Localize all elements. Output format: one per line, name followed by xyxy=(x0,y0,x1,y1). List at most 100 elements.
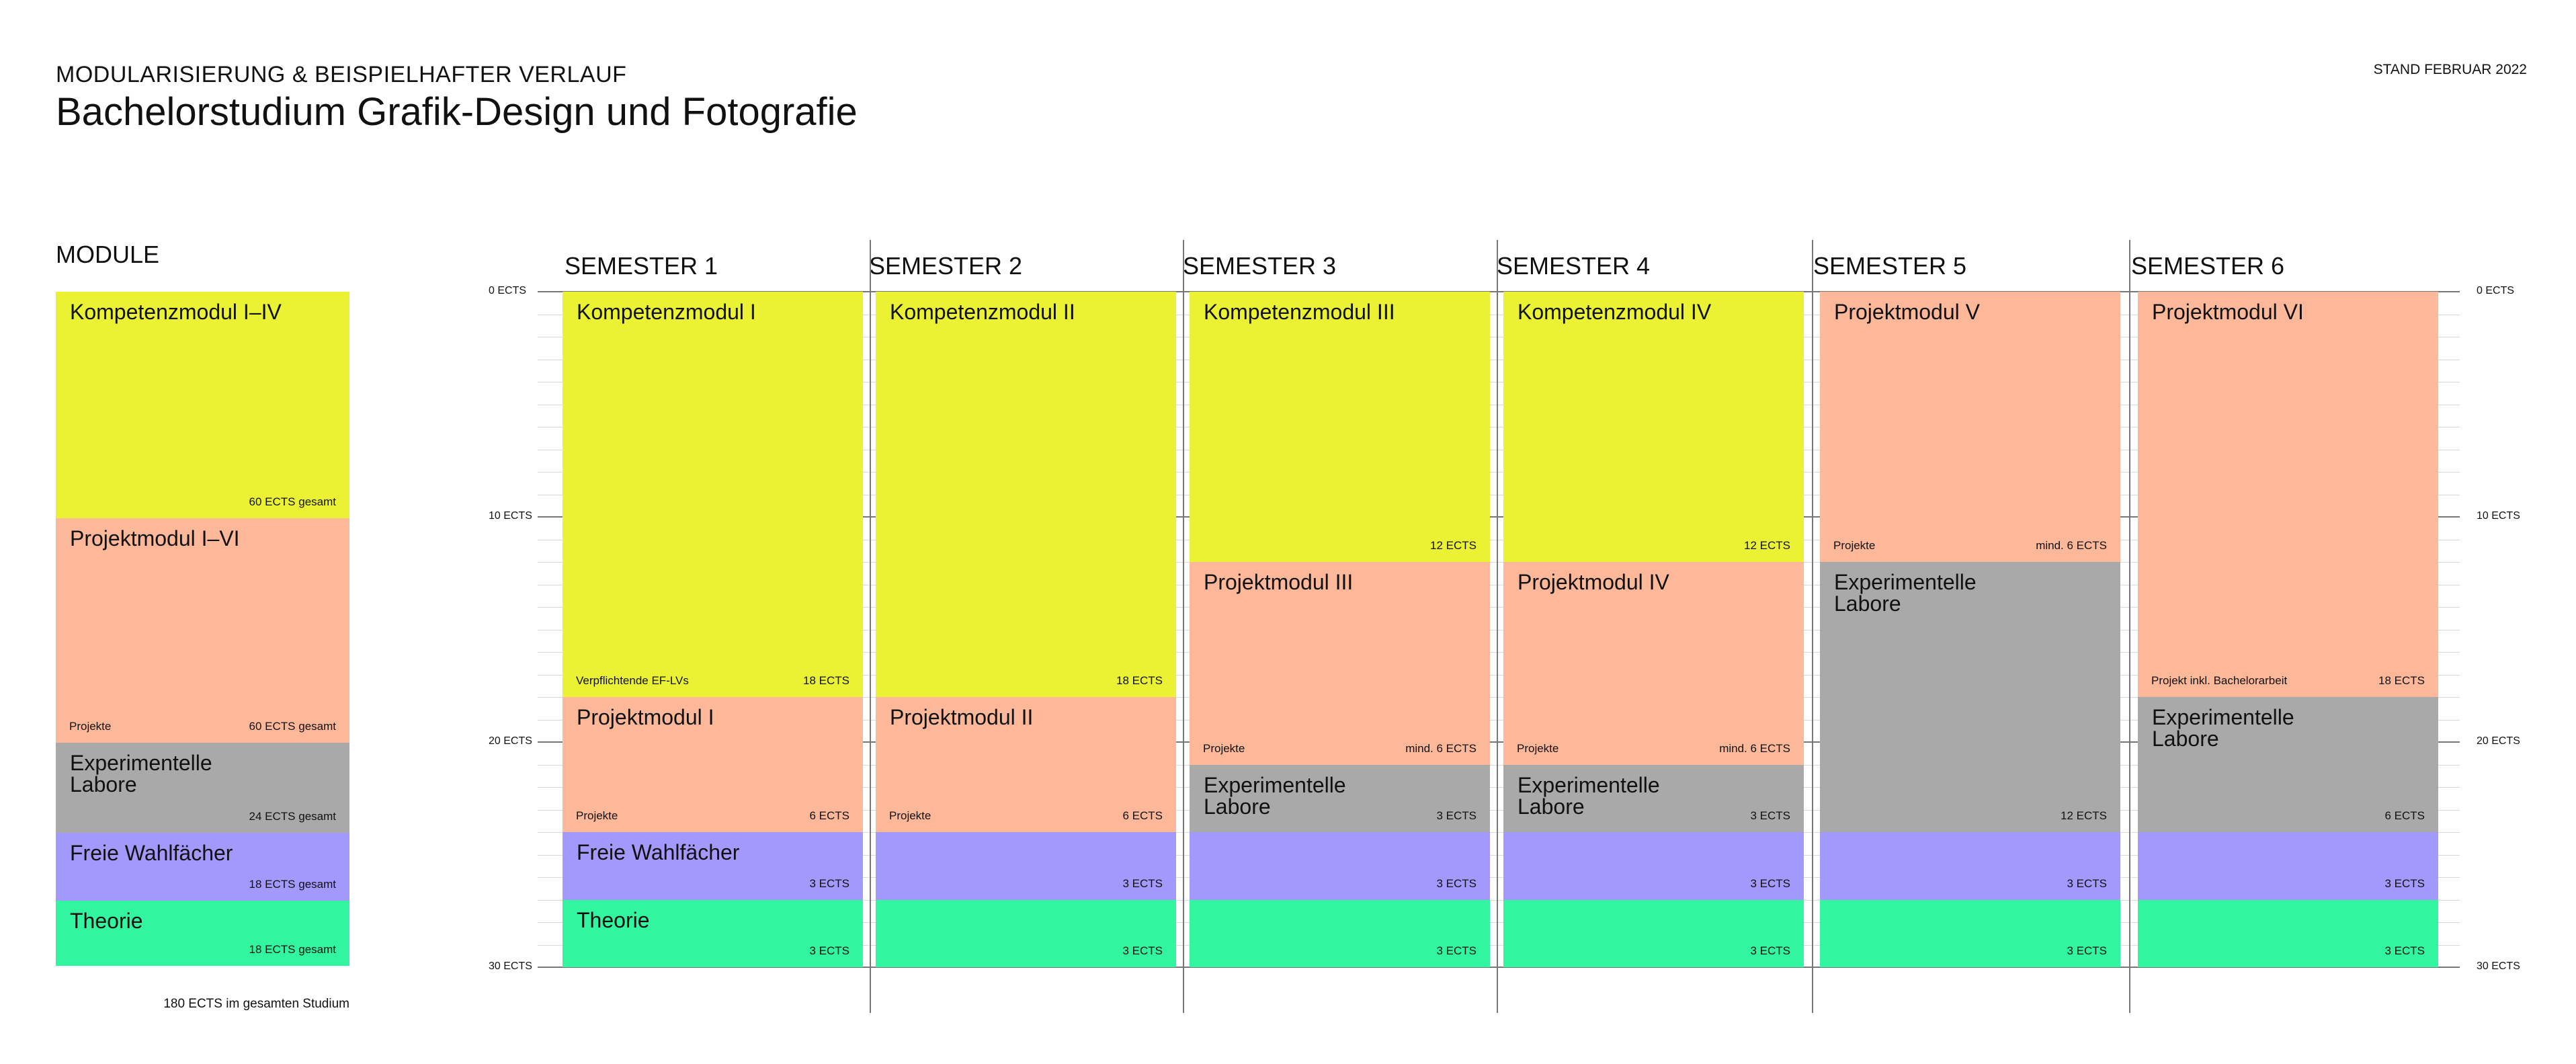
axis-tick-left: 10 ECTS xyxy=(489,510,532,522)
legend-theorie-block: Theorie 18 ECTS gesamt xyxy=(56,901,349,966)
semester-4-heading: SEMESTER 4 xyxy=(1497,252,1651,280)
page-title: Bachelorstudium Grafik-Design und Fotogr… xyxy=(56,90,858,134)
minor-gridline xyxy=(538,562,2460,563)
legend-wahl-label: Freie Wahlfächer xyxy=(70,841,233,865)
semester-3-kompetenz-block: Kompetenzmodul III 12 ECTS xyxy=(1190,292,1490,562)
semester-1-kompetenz-label: Kompetenzmodul I xyxy=(577,300,756,324)
semester-5-projekt-block: Projektmodul V Projekte mind. 6 ECTS xyxy=(1820,292,2120,562)
semester-5-projekt-note: Projekte xyxy=(1833,539,1876,552)
semester-4-kompetenz-ects: 12 ECTS xyxy=(1744,539,1790,552)
axis-tick-left: 30 ECTS xyxy=(489,960,532,972)
semester-1-wahl-label: Freie Wahlfächer xyxy=(577,840,740,864)
semester-3-projekt-ects: mind. 6 ECTS xyxy=(1405,741,1477,755)
legend-projekt-note: Projekte xyxy=(69,720,112,733)
semester-5-wahl-block: 3 ECTS xyxy=(1820,832,2120,900)
semester-4-wahl-ects: 3 ECTS xyxy=(1750,876,1790,890)
minor-gridline xyxy=(538,944,2460,946)
legend-projekt-block: Projektmodul I–VI Projekte 60 ECTS gesamt xyxy=(56,518,349,743)
semester-divider xyxy=(1183,240,1184,1013)
semester-5-projekt-ects: mind. 6 ECTS xyxy=(2036,539,2107,552)
semester-3-kompetenz-ects: 12 ECTS xyxy=(1430,539,1477,552)
semester-5-heading: SEMESTER 5 xyxy=(1813,252,1967,280)
semester-4-labor-ects: 3 ECTS xyxy=(1750,809,1790,822)
minor-gridline xyxy=(538,787,2460,788)
semester-6-projekt-note: Projekt inkl. Bachelorarbeit xyxy=(2151,674,2288,687)
legend-labor-label: Experimentelle Labore xyxy=(70,751,212,796)
semester-1-theorie-block: Theorie 3 ECTS xyxy=(563,899,863,967)
semester-5-labor-ects: 12 ECTS xyxy=(2061,809,2107,822)
semester-5-labor-label: Experimentelle Labore xyxy=(1834,570,1977,616)
minor-gridline xyxy=(538,652,2460,653)
semester-divider xyxy=(1497,240,1498,1013)
semester-4-kompetenz-block: Kompetenzmodul IV 12 ECTS xyxy=(1503,292,1804,562)
semester-3-projekt-block: Projektmodul III Projekte mind. 6 ECTS xyxy=(1190,562,1490,765)
legend-theorie-label: Theorie xyxy=(70,909,143,933)
semester-6-projekt-ects: 18 ECTS xyxy=(2378,674,2425,687)
axis-tick-right: 30 ECTS xyxy=(2477,960,2520,972)
major-gridline xyxy=(538,291,2460,292)
semester-6-projekt-label: Projektmodul VI xyxy=(2152,300,2304,324)
minor-gridline xyxy=(538,899,2460,901)
semester-5-theorie-block: 3 ECTS xyxy=(1820,899,2120,967)
semester-3-labor-ects: 3 ECTS xyxy=(1436,809,1477,822)
semester-4-projekt-label: Projektmodul IV xyxy=(1518,570,1669,594)
semester-4-projekt-ects: mind. 6 ECTS xyxy=(1719,741,1790,755)
semester-4-wahl-block: 3 ECTS xyxy=(1503,832,1804,900)
semester-2-heading: SEMESTER 2 xyxy=(869,252,1023,280)
semester-divider xyxy=(1812,240,1813,1013)
legend-theorie-ects: 18 ECTS gesamt xyxy=(249,943,336,956)
semester-2-projekt-note: Projekte xyxy=(889,809,931,822)
semester-5-projekt-label: Projektmodul V xyxy=(1834,300,1980,324)
semester-6-projekt-block: Projektmodul VI Projekt inkl. Bachelorarb… xyxy=(2138,292,2438,697)
minor-gridline xyxy=(538,764,2460,766)
semester-divider xyxy=(2129,240,2130,1013)
major-gridline xyxy=(538,741,2460,743)
semester-6-wahl-block: 3 ECTS xyxy=(2138,832,2438,900)
semester-2-projekt-label: Projektmodul II xyxy=(890,705,1034,729)
semester-2-kompetenz-ects: 18 ECTS xyxy=(1116,674,1163,687)
semester-1-heading: SEMESTER 1 xyxy=(565,252,718,280)
semester-6-labor-block: Experimentelle Labore 6 ECTS xyxy=(2138,697,2438,832)
semester-3-projekt-label: Projektmodul III xyxy=(1204,570,1354,594)
semester-3-theorie-ects: 3 ECTS xyxy=(1436,944,1477,957)
legend-wahl-ects: 18 ECTS gesamt xyxy=(249,878,336,891)
semester-4-projekt-note: Projekte xyxy=(1517,741,1559,755)
module-legend: Kompetenzmodul I–IV 60 ECTS gesamt Projekt… xyxy=(56,292,349,966)
semester-1-theorie-label: Theorie xyxy=(577,907,650,932)
minor-gridline xyxy=(538,854,2460,856)
semester-3-heading: SEMESTER 3 xyxy=(1183,252,1337,280)
semester-2-kompetenz-label: Kompetenzmodul II xyxy=(890,300,1075,324)
status-date: STAND FEBRUAR 2022 xyxy=(2373,62,2527,77)
semester-3-labor-block: Experimentelle Labore 3 ECTS xyxy=(1190,764,1490,832)
semester-4-theorie-block: 3 ECTS xyxy=(1503,899,1804,967)
semester-6-heading: SEMESTER 6 xyxy=(2131,252,2285,280)
minor-gridline xyxy=(538,877,2460,878)
semester-6-labor-ects: 6 ECTS xyxy=(2384,809,2425,822)
semester-1-projekt-ects: 6 ECTS xyxy=(809,809,849,822)
legend-heading: MODULE xyxy=(56,241,160,268)
semester-2-kompetenz-block: Kompetenzmodul II 18 ECTS xyxy=(876,292,1176,697)
semester-3-kompetenz-label: Kompetenzmodul III xyxy=(1204,300,1395,324)
semester-3-wahl-ects: 3 ECTS xyxy=(1436,876,1477,890)
semester-2-projekt-ects: 6 ECTS xyxy=(1122,809,1163,822)
axis-tick-right: 10 ECTS xyxy=(2477,510,2520,522)
legend-labor-block: Experimentelle Labore 24 ECTS gesamt xyxy=(56,743,349,833)
axis-tick-right: 20 ECTS xyxy=(2477,735,2520,747)
legend-kompetenz-ects: 60 ECTS gesamt xyxy=(249,495,336,508)
axis-tick-right: 0 ECTS xyxy=(2477,285,2515,296)
axis-tick-left: 20 ECTS xyxy=(489,735,532,747)
semester-4-projekt-block: Projektmodul IV Projekte mind. 6 ECTS xyxy=(1503,562,1804,765)
minor-gridline xyxy=(538,607,2460,608)
semester-6-theorie-block: 3 ECTS xyxy=(2138,899,2438,967)
semester-2-wahl-block: 3 ECTS xyxy=(876,832,1176,900)
legend-projekt-ects: 60 ECTS gesamt xyxy=(249,720,336,733)
semester-3-wahl-block: 3 ECTS xyxy=(1190,832,1490,900)
semester-1-wahl-block: Freie Wahlfächer 3 ECTS xyxy=(563,832,863,900)
legend-kompetenz-block: Kompetenzmodul I–IV 60 ECTS gesamt xyxy=(56,292,349,518)
semester-6-theorie-ects: 3 ECTS xyxy=(2384,944,2425,957)
semester-5-theorie-ects: 3 ECTS xyxy=(2067,944,2107,957)
semester-1-projekt-label: Projektmodul I xyxy=(577,705,714,729)
semester-1-kompetenz-ects: 18 ECTS xyxy=(803,674,849,687)
semester-1-kompetenz-note: Verpflichtende EF-LVs xyxy=(576,674,689,687)
minor-gridline xyxy=(538,719,2460,721)
